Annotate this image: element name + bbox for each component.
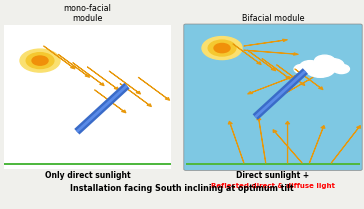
FancyArrow shape [295, 69, 323, 90]
FancyArrow shape [73, 63, 104, 86]
Bar [4, 163, 171, 165]
FancyArrow shape [273, 130, 302, 163]
Circle shape [202, 37, 242, 60]
Circle shape [314, 55, 335, 67]
FancyArrow shape [262, 59, 290, 79]
FancyArrow shape [277, 65, 305, 85]
Text: Direct sunlight +: Direct sunlight + [237, 171, 309, 180]
Circle shape [333, 64, 349, 74]
Circle shape [294, 64, 310, 74]
Text: Installation facing South inclining at optimum tilt: Installation facing South inclining at o… [70, 184, 294, 193]
FancyArrow shape [120, 84, 151, 107]
Circle shape [300, 61, 320, 72]
Circle shape [321, 59, 344, 72]
Bar [186, 163, 360, 165]
FancyArrow shape [248, 50, 276, 71]
FancyArrow shape [95, 90, 126, 113]
Text: Only direct sunlight: Only direct sunlight [44, 171, 130, 180]
FancyArrow shape [257, 117, 266, 163]
Text: Conventional
mono-facial
module: Conventional mono-facial module [61, 0, 114, 23]
FancyBboxPatch shape [184, 24, 362, 170]
Text: Reflected direct & diffuse light: Reflected direct & diffuse light [211, 183, 335, 189]
FancyArrow shape [44, 46, 75, 69]
FancyArrow shape [331, 125, 360, 163]
Circle shape [20, 49, 60, 72]
Circle shape [306, 61, 335, 77]
Circle shape [32, 56, 48, 65]
FancyArrow shape [87, 67, 119, 90]
Bar [4, 25, 171, 169]
FancyArrow shape [244, 39, 288, 46]
FancyArrow shape [269, 77, 313, 102]
Circle shape [214, 43, 230, 53]
FancyArrow shape [309, 125, 325, 163]
FancyArrow shape [228, 121, 244, 163]
FancyArrow shape [233, 44, 261, 65]
FancyArrow shape [248, 73, 302, 94]
FancyArrow shape [109, 71, 141, 94]
FancyArrow shape [58, 54, 90, 77]
FancyArrow shape [285, 121, 290, 163]
Circle shape [26, 53, 54, 69]
Text: Bifacial module: Bifacial module [242, 14, 304, 23]
Circle shape [208, 40, 236, 56]
FancyArrow shape [138, 77, 170, 100]
FancyArrow shape [244, 50, 298, 55]
